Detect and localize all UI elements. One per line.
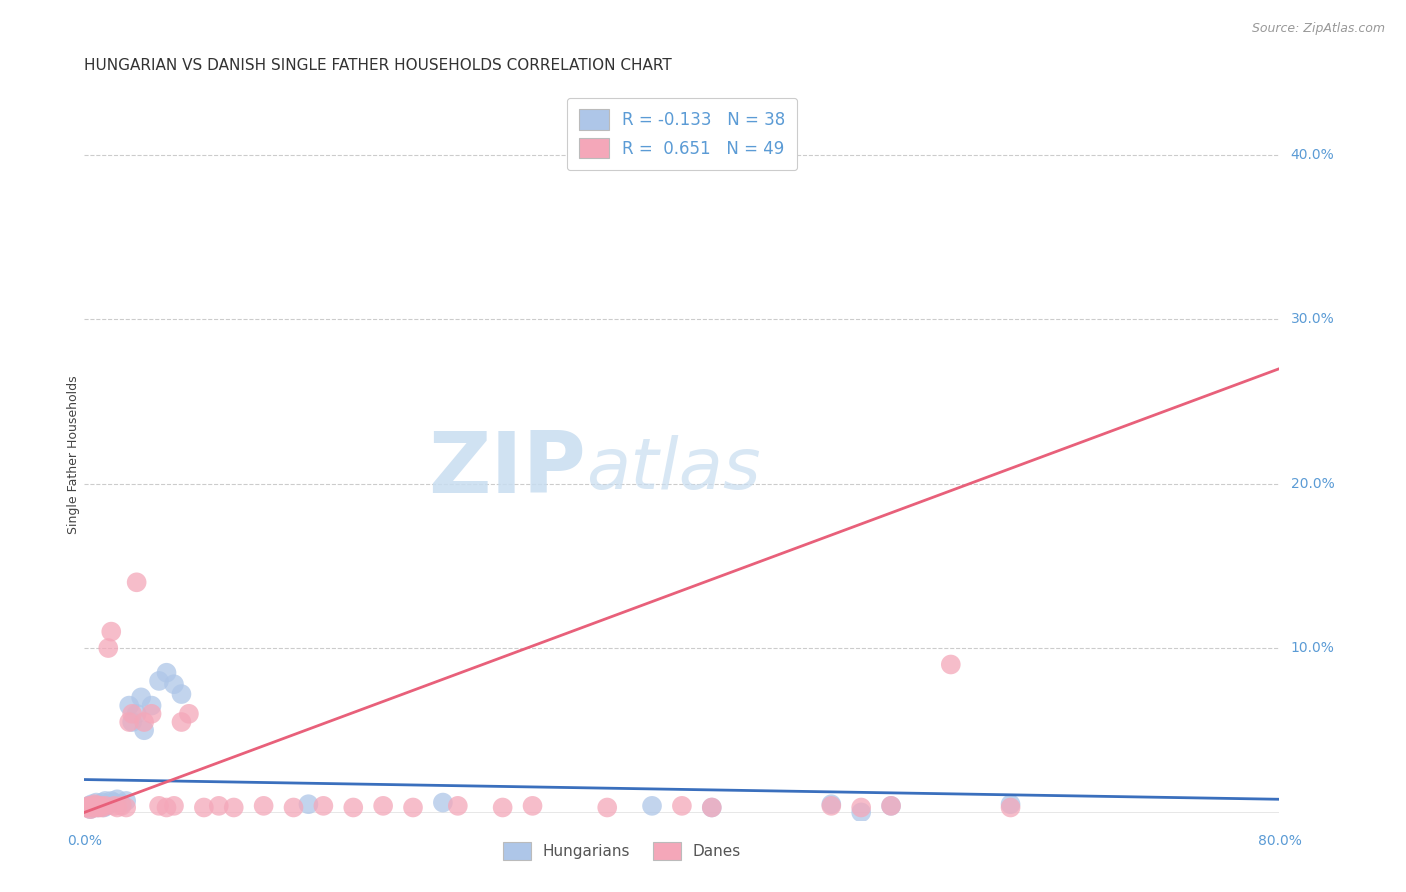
Point	[105, 792, 128, 806]
Point	[79, 802, 101, 816]
Text: 30.0%: 30.0%	[1291, 312, 1334, 326]
Point	[115, 800, 138, 814]
Point	[94, 798, 117, 813]
Point	[141, 698, 163, 713]
Point	[402, 800, 425, 814]
Point	[522, 798, 544, 813]
Point	[105, 800, 128, 814]
Point	[94, 794, 117, 808]
Point	[849, 805, 872, 820]
Point	[121, 706, 143, 721]
Point	[111, 797, 134, 812]
Text: HUNGARIAN VS DANISH SINGLE FATHER HOUSEHOLDS CORRELATION CHART: HUNGARIAN VS DANISH SINGLE FATHER HOUSEH…	[84, 58, 672, 73]
Point	[880, 798, 903, 813]
Point	[208, 798, 231, 813]
Point	[371, 798, 394, 813]
Point	[89, 797, 111, 812]
Text: Source: ZipAtlas.com: Source: ZipAtlas.com	[1251, 22, 1385, 36]
Point	[170, 714, 193, 729]
Point	[1000, 797, 1022, 812]
Point	[849, 800, 872, 814]
Text: atlas: atlas	[586, 435, 761, 504]
Point	[193, 800, 215, 814]
Point	[141, 706, 163, 721]
Point	[132, 714, 156, 729]
Point	[671, 798, 693, 813]
Point	[82, 800, 104, 814]
Point	[121, 714, 143, 729]
Point	[342, 800, 364, 814]
Point	[77, 798, 100, 813]
Point	[312, 798, 335, 813]
Point	[87, 800, 110, 814]
Y-axis label: Single Father Households: Single Father Households	[66, 376, 80, 534]
Point	[118, 714, 141, 729]
Point	[700, 800, 723, 814]
Point	[820, 797, 842, 812]
Point	[76, 800, 98, 814]
Point	[75, 800, 97, 814]
Point	[125, 575, 148, 590]
Text: ZIP: ZIP	[429, 428, 586, 511]
Point	[80, 798, 103, 813]
Point	[1000, 800, 1022, 814]
Point	[700, 800, 723, 814]
Point	[125, 706, 148, 721]
Point	[820, 798, 842, 813]
Text: 10.0%: 10.0%	[1291, 641, 1334, 655]
Point	[297, 797, 319, 812]
Point	[163, 677, 186, 691]
Point	[492, 800, 515, 814]
Point	[90, 798, 112, 813]
Point	[80, 797, 103, 812]
Point	[86, 796, 108, 810]
Point	[177, 706, 200, 721]
Point	[155, 800, 177, 814]
Point	[163, 798, 186, 813]
Point	[89, 800, 111, 814]
Point	[155, 665, 177, 680]
Point	[170, 687, 193, 701]
Point	[77, 798, 100, 813]
Text: 40.0%: 40.0%	[1291, 148, 1334, 162]
Point	[91, 796, 114, 810]
Point	[939, 657, 962, 672]
Point	[91, 800, 114, 814]
Legend: Hungarians, Danes: Hungarians, Danes	[495, 834, 749, 868]
Point	[129, 690, 152, 705]
Point	[90, 798, 112, 813]
Point	[76, 800, 98, 814]
Point	[115, 794, 138, 808]
Point	[148, 673, 170, 688]
Point	[447, 798, 470, 813]
Point	[103, 796, 125, 810]
Point	[132, 723, 156, 738]
Point	[596, 800, 619, 814]
Point	[86, 800, 108, 814]
Point	[83, 798, 105, 813]
Point	[103, 798, 125, 813]
Point	[283, 800, 305, 814]
Point	[118, 698, 141, 713]
Point	[222, 800, 245, 814]
Point	[93, 800, 115, 814]
Point	[83, 797, 105, 812]
Point	[100, 794, 122, 808]
Point	[97, 797, 120, 812]
Point	[79, 802, 101, 816]
Point	[82, 800, 104, 814]
Point	[96, 798, 118, 813]
Point	[148, 798, 170, 813]
Point	[253, 798, 276, 813]
Point	[100, 624, 122, 639]
Text: 20.0%: 20.0%	[1291, 476, 1334, 491]
Point	[641, 798, 664, 813]
Point	[111, 798, 134, 813]
Point	[97, 641, 120, 656]
Point	[432, 796, 454, 810]
Point	[880, 798, 903, 813]
Point	[87, 798, 110, 813]
